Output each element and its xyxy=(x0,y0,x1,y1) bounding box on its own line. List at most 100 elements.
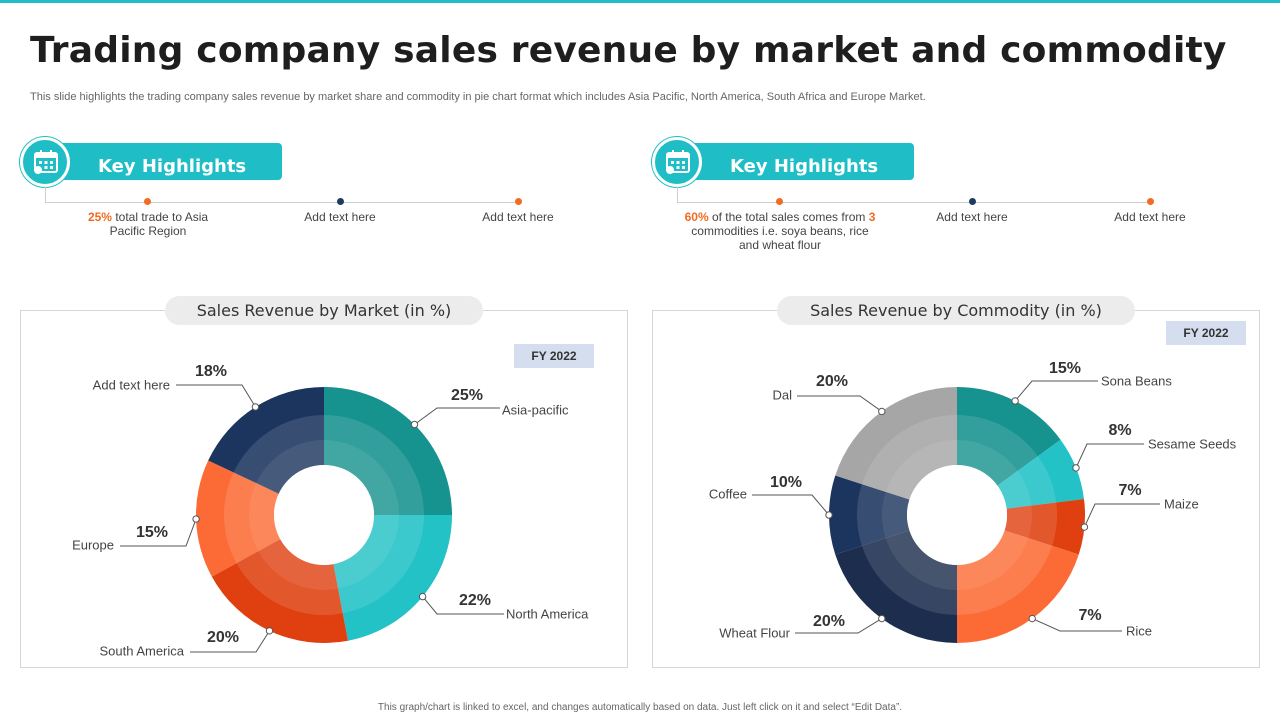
slice-inner-band xyxy=(1004,505,1032,539)
slice-rice xyxy=(957,530,1079,643)
slice-inner-band xyxy=(333,515,399,589)
timeline-dot xyxy=(969,198,976,205)
highlights-timeline xyxy=(45,202,518,203)
slice-inner-band xyxy=(1004,502,1057,546)
data-label-percent: 18% xyxy=(195,363,227,380)
slice-inner-band xyxy=(233,415,324,494)
slice-inner-band xyxy=(957,415,1038,486)
callout-anchor-dot xyxy=(251,403,260,411)
slice-inner-band xyxy=(249,483,281,552)
slice-inner-band xyxy=(885,440,957,500)
slice-inner-band xyxy=(256,440,324,494)
highlight-item-3: Add text here xyxy=(482,210,554,224)
callout-leader-line xyxy=(797,395,883,412)
slice-inner-band xyxy=(882,491,910,539)
slice-inner-band xyxy=(997,456,1057,509)
highlights-heading: Key Highlights xyxy=(730,156,879,177)
data-label-category: Europe xyxy=(72,537,114,552)
slice-inner-band xyxy=(861,530,957,615)
data-label-percent: 8% xyxy=(1108,422,1131,439)
callout-anchor-dot xyxy=(825,511,833,519)
callout-leader-line xyxy=(414,407,500,425)
key-highlights-panel-right: Key Highlights 60% of the total sales co… xyxy=(652,137,1252,267)
donut-chart-1: 15% Sona Beans 8% Sesame Seeds 7% Maize 7% Rice… xyxy=(709,360,1237,643)
data-label-category: Dal xyxy=(772,387,792,402)
data-label-percent: 20% xyxy=(207,629,239,646)
page-subtitle: This slide highlights the trading compan… xyxy=(30,91,926,103)
slice-inner-band xyxy=(324,415,424,515)
data-label-category: Wheat Flour xyxy=(719,625,790,640)
fiscal-year-badge: FY 2022 xyxy=(1166,321,1246,345)
slice-inner-band xyxy=(223,472,281,564)
footer-note: This graph/chart is linked to excel, and… xyxy=(377,702,903,713)
data-label-category: Add text here xyxy=(93,377,170,392)
callout-anchor-dot xyxy=(1080,523,1089,531)
timeline-dot xyxy=(776,198,783,205)
highlights-banner: Key Highlights xyxy=(40,143,282,180)
donut-hole xyxy=(907,465,1007,565)
highlights-timeline xyxy=(677,202,1150,203)
slice-inner-band xyxy=(957,530,1029,590)
data-label-category: North America xyxy=(506,606,589,621)
highlight-item-3: Add text here xyxy=(1114,210,1186,224)
callout-anchor-dot xyxy=(192,515,200,523)
data-label-percent: 20% xyxy=(816,373,848,390)
callout-leader-line xyxy=(1083,503,1160,528)
callout-leader-line xyxy=(1032,618,1122,632)
calendar-icon xyxy=(652,137,702,187)
slice-maize xyxy=(1004,498,1086,555)
data-label-category: Sesame Seeds xyxy=(1148,436,1237,451)
slice-inner-band xyxy=(236,539,343,615)
slice-inner-band xyxy=(957,530,1053,615)
data-label-percent: 7% xyxy=(1118,482,1141,499)
highlight-item-2: Add text here xyxy=(936,210,1008,224)
slice-inner-band xyxy=(333,515,424,614)
data-label-percent: 22% xyxy=(459,592,491,609)
highlights-banner: Key Highlights xyxy=(672,143,914,180)
slice-inner-band xyxy=(861,415,957,500)
slice-coffee xyxy=(829,475,910,555)
callout-anchor-dot xyxy=(878,614,886,623)
callout-leader-line xyxy=(1014,380,1098,402)
slice-inner-band xyxy=(957,440,1018,486)
slice-europe xyxy=(195,460,281,577)
market-chart-title: Sales Revenue by Market (in %) xyxy=(165,296,483,325)
fiscal-year-badge: FY 2022 xyxy=(514,344,594,368)
callout-leader-line xyxy=(752,494,830,516)
data-label-percent: 15% xyxy=(1049,360,1081,377)
data-label-category: Sona Beans xyxy=(1101,373,1172,388)
data-label-percent: 25% xyxy=(451,387,483,404)
callout-leader-line xyxy=(176,384,256,408)
callout-leader-line xyxy=(120,518,197,547)
top-accent-rule xyxy=(0,0,1280,3)
callout-anchor-dot xyxy=(1028,614,1036,623)
data-label-category: Coffee xyxy=(709,486,747,501)
callout-anchor-dot xyxy=(1072,464,1080,472)
slice-asia-pacific xyxy=(324,387,452,515)
key-highlights-panel-left: Key Highlights 25% total trade to Asia P… xyxy=(20,137,620,267)
timeline-dot xyxy=(515,198,522,205)
slice-north-america xyxy=(333,515,452,641)
slice-inner-band xyxy=(997,470,1032,509)
callout-anchor-dot xyxy=(1011,397,1019,405)
slice-inner-band xyxy=(324,440,399,515)
callout-anchor-dot xyxy=(418,592,427,601)
slice-inner-band xyxy=(258,539,339,591)
data-label-category: South America xyxy=(99,643,184,658)
slice-sesame-seeds xyxy=(997,439,1084,509)
slice-sona-beans xyxy=(957,387,1061,486)
slice-add-text-here xyxy=(208,387,324,494)
calendar-icon xyxy=(20,137,70,187)
data-label-category: Maize xyxy=(1164,496,1199,511)
donut-chart-0: 25% Asia-pacific 22% North America 20% South … xyxy=(72,363,589,658)
timeline-dot xyxy=(337,198,344,205)
donut-hole xyxy=(274,465,374,565)
data-label-percent: 7% xyxy=(1078,607,1101,624)
callout-anchor-dot xyxy=(878,407,886,416)
highlight-item-1: 25% total trade to Asia Pacific Region xyxy=(87,210,209,238)
slice-wheat-flour xyxy=(835,530,957,643)
highlight-item-1: 60% of the total sales comes from 3 comm… xyxy=(684,210,876,252)
data-label-percent: 10% xyxy=(770,474,802,491)
callout-anchor-dot xyxy=(410,420,419,429)
